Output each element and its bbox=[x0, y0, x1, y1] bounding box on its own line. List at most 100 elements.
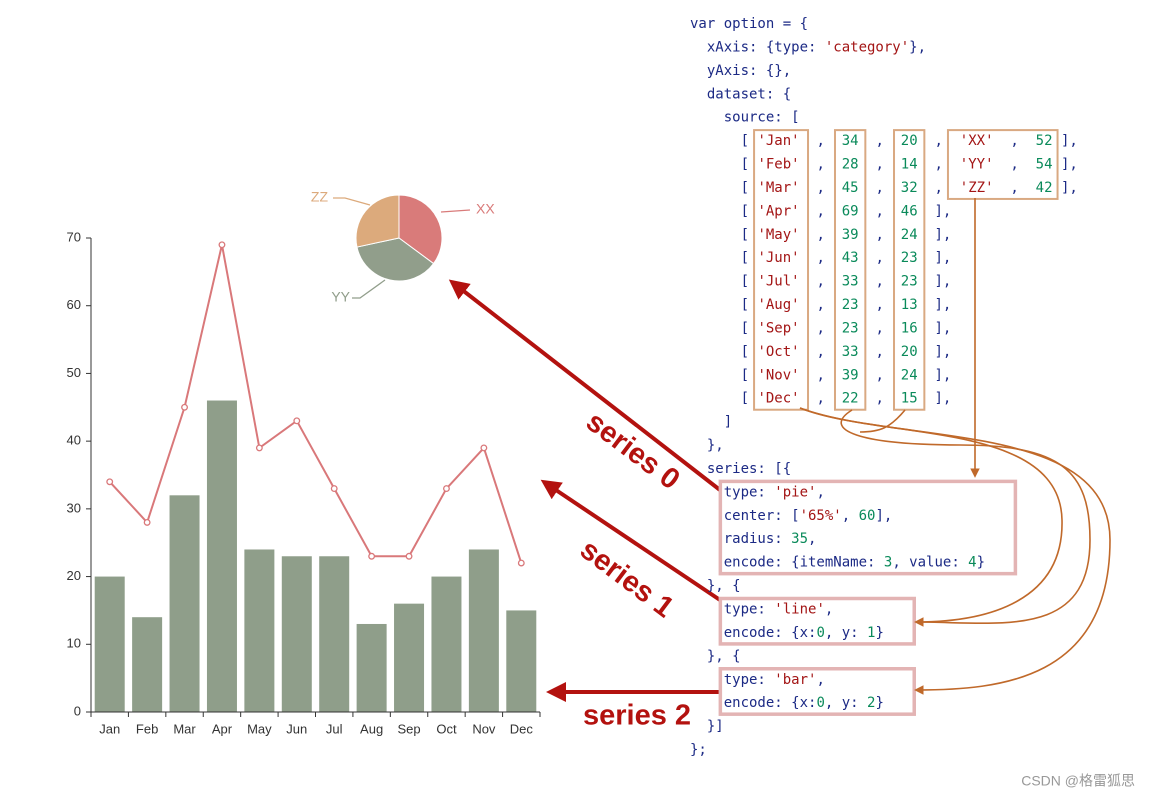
code-line: yAxis: {}, bbox=[690, 63, 791, 79]
bar bbox=[244, 549, 275, 712]
x-tick-label: Jan bbox=[99, 721, 120, 736]
bar bbox=[356, 623, 387, 712]
code-line: encode: {x:0, y: 1} bbox=[690, 625, 884, 641]
label-leader bbox=[333, 197, 371, 206]
x-tick-label: May bbox=[247, 721, 272, 736]
y-tick-label: 0 bbox=[74, 703, 81, 718]
bar-x-arrow bbox=[799, 407, 1111, 695]
line-point bbox=[106, 478, 114, 486]
code-line: [ 'May' , 39 , 24 ], bbox=[690, 227, 951, 243]
x-tick-label: Apr bbox=[212, 721, 233, 736]
bar bbox=[206, 400, 237, 712]
line-point bbox=[293, 417, 301, 425]
x-tick-label: Aug bbox=[360, 721, 383, 736]
line bbox=[108, 244, 523, 564]
mapping-arrows bbox=[799, 198, 1111, 695]
bar bbox=[132, 617, 163, 712]
x-tick-label: Mar bbox=[173, 721, 196, 736]
code-line: radius: 35, bbox=[690, 531, 816, 547]
bar bbox=[281, 556, 312, 712]
highlight-box bbox=[946, 129, 1059, 200]
x-tick-label: Dec bbox=[510, 721, 534, 736]
x-tick-label: Sep bbox=[397, 721, 420, 736]
code-line: [ 'Mar' , 45 , 32 , 'ZZ' , 42 ], bbox=[690, 180, 1078, 196]
bar bbox=[506, 610, 537, 712]
pie-label: XX bbox=[476, 201, 495, 217]
line-point bbox=[443, 485, 450, 492]
line-point bbox=[255, 444, 263, 452]
line-point bbox=[405, 552, 413, 560]
code-line: center: ['65%', 60], bbox=[690, 508, 892, 524]
line-point bbox=[181, 403, 188, 411]
line-point bbox=[218, 241, 226, 249]
code-line: xAxis: {type: 'category'}, bbox=[690, 39, 926, 55]
series-arrows bbox=[448, 279, 722, 702]
code-line: }, bbox=[690, 438, 724, 454]
x-tick-label: Oct bbox=[436, 721, 457, 736]
y-tick-label: 20 bbox=[67, 568, 81, 583]
bar bbox=[394, 603, 425, 712]
y-tick-label: 60 bbox=[67, 297, 81, 312]
line-point bbox=[330, 485, 338, 492]
bar bbox=[431, 576, 462, 712]
annotation: series 2 bbox=[583, 700, 691, 732]
series-1-arrow bbox=[540, 479, 722, 602]
label-leader bbox=[352, 279, 386, 299]
y-tick-label: 70 bbox=[67, 229, 81, 244]
highlight-box bbox=[718, 479, 1018, 576]
label-leader bbox=[440, 209, 471, 213]
code-line: encode: {itemName: 3, value: 4} bbox=[690, 555, 985, 571]
code-line: }] bbox=[690, 719, 724, 735]
line-point bbox=[368, 552, 376, 560]
code-line: type: 'line', bbox=[690, 602, 833, 618]
code-line: source: [ bbox=[690, 110, 800, 126]
bar-y-arrow bbox=[859, 409, 906, 433]
bar bbox=[319, 556, 350, 712]
y-tick-label: 40 bbox=[67, 433, 81, 448]
code-line: [ 'Sep' , 23 , 16 ], bbox=[690, 320, 951, 336]
line-point bbox=[143, 518, 151, 526]
y-tick-label: 50 bbox=[67, 365, 81, 380]
series-0-arrow bbox=[448, 279, 722, 492]
bar bbox=[94, 576, 125, 712]
code-line: [ 'Oct' , 33 , 20 ], bbox=[690, 344, 951, 360]
pie-label: ZZ bbox=[311, 189, 329, 205]
pie-slice bbox=[398, 194, 443, 265]
x-tick-label: Nov bbox=[472, 721, 496, 736]
code-line: [ 'Jun' , 43 , 23 ], bbox=[690, 250, 951, 266]
line-point bbox=[480, 444, 488, 452]
pie-label: YY bbox=[331, 289, 350, 305]
code-line: }, { bbox=[690, 578, 741, 594]
code-line: [ 'Dec' , 22 , 15 ], bbox=[690, 391, 951, 407]
x-tick-label: Jul bbox=[326, 721, 343, 736]
code-line: [ 'Jan' , 34 , 20 , 'XX' , 52 ], bbox=[690, 133, 1078, 149]
y-tick-label: 30 bbox=[67, 500, 81, 515]
x-tick-label: Feb bbox=[136, 721, 158, 736]
code-line: }, { bbox=[690, 648, 741, 664]
code-line: type: 'bar', bbox=[690, 672, 825, 688]
pie-slice bbox=[356, 237, 435, 282]
code-line: [ 'Aug' , 23 , 13 ], bbox=[690, 297, 951, 313]
pie-slice bbox=[355, 194, 400, 248]
x-tick-label: Jun bbox=[286, 721, 307, 736]
code-line: }; bbox=[690, 742, 707, 758]
bar bbox=[169, 495, 200, 712]
code-line: dataset: { bbox=[690, 86, 791, 102]
code-line: type: 'pie', bbox=[690, 484, 825, 500]
highlight-box bbox=[833, 129, 867, 411]
code-line: encode: {x:0, y: 2} bbox=[690, 695, 884, 711]
code-line: ] bbox=[690, 414, 732, 430]
code-line: [ 'Apr' , 69 , 46 ], bbox=[690, 203, 951, 219]
code-line: series: [{ bbox=[690, 461, 791, 477]
watermark: CSDN @格雷狐思 bbox=[1021, 773, 1135, 789]
bar bbox=[468, 549, 499, 712]
code-line: [ 'Jul' , 33 , 23 ], bbox=[690, 274, 951, 290]
highlight-box bbox=[893, 129, 926, 411]
code-line: var option = { bbox=[690, 16, 808, 32]
code-line: [ 'Nov' , 39 , 24 ], bbox=[690, 367, 951, 383]
y-tick-label: 10 bbox=[67, 636, 81, 651]
line-y-arrow bbox=[840, 409, 1091, 625]
code-line: [ 'Feb' , 28 , 14 , 'YY' , 54 ], bbox=[690, 157, 1078, 173]
highlight-box bbox=[753, 129, 810, 411]
